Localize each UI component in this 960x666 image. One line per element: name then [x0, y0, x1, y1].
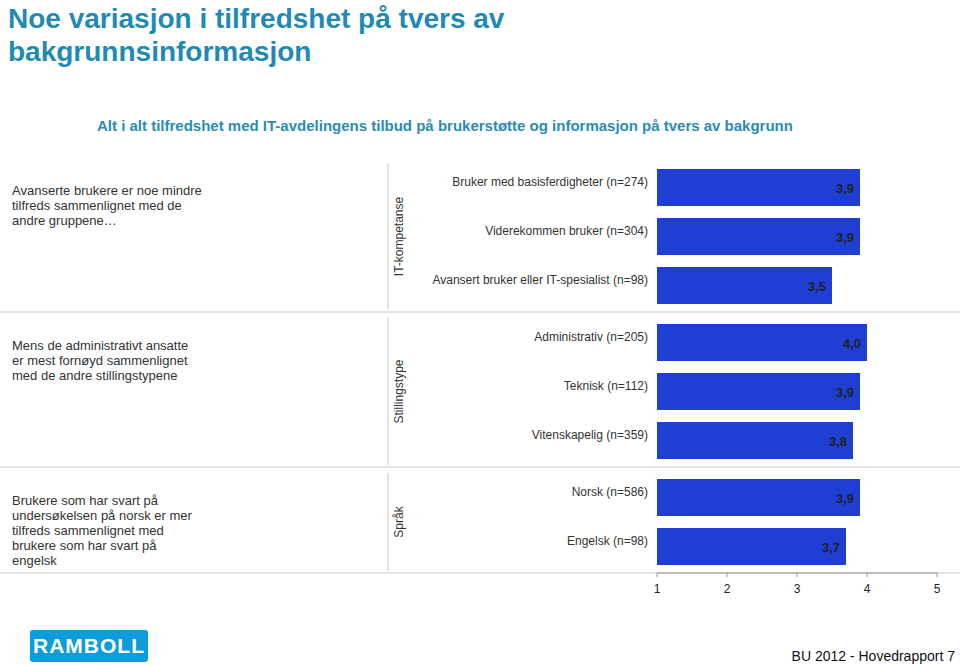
group-label: IT-kompetanse: [392, 196, 406, 276]
data-label: 3,7: [822, 540, 840, 555]
category-label: Vitenskapelig (n=359): [532, 428, 648, 442]
subtitle: Alt i alt tilfredshet med IT-avdelingens…: [97, 117, 957, 134]
tick: [657, 573, 658, 577]
tick-label: 2: [724, 582, 731, 596]
category-label: Norsk (n=586): [572, 485, 648, 499]
group-label: Stillingstype: [392, 359, 406, 423]
annotation: Brukere som har svart på undersøkelsen p…: [12, 493, 202, 568]
logo: RAMBOLL: [30, 630, 148, 662]
tick: [727, 573, 728, 577]
group-divider: [0, 467, 960, 468]
tick-label: 3: [794, 582, 801, 596]
group-divider: [0, 573, 960, 574]
data-label: 3,8: [829, 434, 847, 449]
data-label: 3,9: [836, 230, 854, 245]
data-label: 4,0: [843, 336, 861, 351]
bar: [657, 528, 846, 565]
data-label: 3,5: [808, 279, 826, 294]
data-label: 3,9: [836, 491, 854, 506]
separator: [388, 473, 389, 571]
tick-label: 5: [934, 582, 941, 596]
category-label: Engelsk (n=98): [567, 534, 648, 548]
bar: [657, 373, 860, 410]
tick: [937, 573, 938, 577]
annotation: Avanserte brukere er noe mindre tilfreds…: [12, 183, 202, 228]
title: Noe variasjon i tilfredshet på tvers av …: [8, 2, 648, 68]
tick: [797, 573, 798, 577]
category-label: Administrativ (n=205): [534, 330, 648, 344]
tick-label: 4: [864, 582, 871, 596]
bar: [657, 324, 867, 361]
labels: IT-kompetanse Bruker med basisferdigheter…: [392, 175, 941, 597]
source: BU 2012 - Hovedrapport 7: [780, 648, 955, 664]
category-label: Teknisk (n=112): [564, 379, 648, 393]
tick-label: 1: [654, 582, 661, 596]
bar: [657, 218, 860, 255]
annotation: Mens de administrativt ansatte er mest f…: [12, 338, 202, 383]
bars: [657, 169, 867, 565]
bar: [657, 422, 853, 459]
page: Noe variasjon i tilfredshet på tvers av …: [0, 0, 960, 666]
bar: [657, 169, 860, 206]
tick: [867, 573, 868, 577]
category-label: Viderekommen bruker (n=304): [485, 224, 648, 238]
data-label: 3,9: [836, 385, 854, 400]
separator: [388, 163, 389, 310]
category-label: Bruker med basisferdigheter (n=274): [452, 175, 648, 189]
chart: IT-kompetanse Bruker med basisferdigheter…: [0, 0, 960, 666]
category-label: Avansert bruker eller IT-spesialist (n=9…: [432, 273, 648, 287]
group-divider: [0, 312, 960, 313]
bar: [657, 479, 860, 516]
data-label: 3,9: [836, 181, 854, 196]
separator: [388, 318, 389, 465]
group-label: Språk: [392, 505, 406, 537]
bar: [657, 267, 832, 304]
